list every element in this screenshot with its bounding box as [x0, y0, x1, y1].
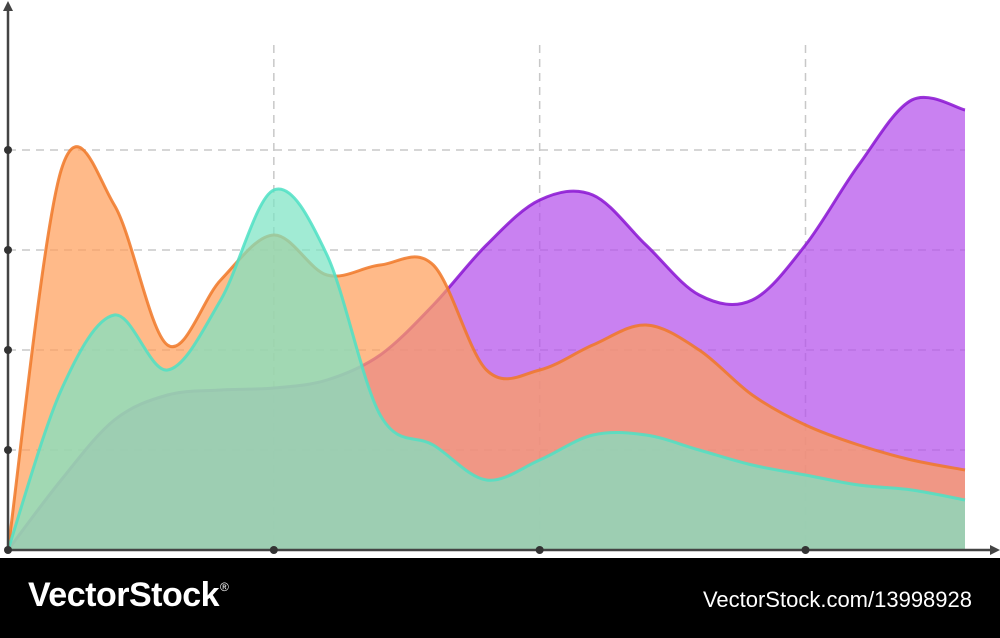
series-line-2: [6, 187, 966, 551]
y-tick-dot-1: [4, 346, 12, 354]
series-areas: [6, 95, 966, 551]
series-area-2: [8, 188, 965, 550]
origin-dot: [4, 546, 12, 554]
y-tick-dot-3: [4, 146, 12, 154]
y-axis-arrow: [3, 1, 13, 11]
axis-ticks: [4, 146, 810, 554]
x-axis-arrow: [990, 545, 1000, 555]
brand-logo: VectorStock®: [28, 576, 229, 615]
trademark-mark: ®: [220, 580, 229, 594]
chart-area: [3, 1, 1000, 555]
x-tick-dot-0: [269, 546, 278, 554]
axes: [3, 1, 1000, 555]
brand-name: VectorStock: [28, 576, 220, 614]
x-tick-dot-1: [535, 546, 544, 554]
footer-bar: VectorStock® VectorStock.com/13998928: [0, 558, 1000, 638]
series-line-1: [6, 145, 966, 551]
y-tick-dot-2: [4, 246, 12, 254]
x-tick-dot-2: [801, 546, 810, 554]
y-tick-dot-0: [4, 446, 12, 454]
stock-id: VectorStock.com/13998928: [702, 587, 972, 612]
